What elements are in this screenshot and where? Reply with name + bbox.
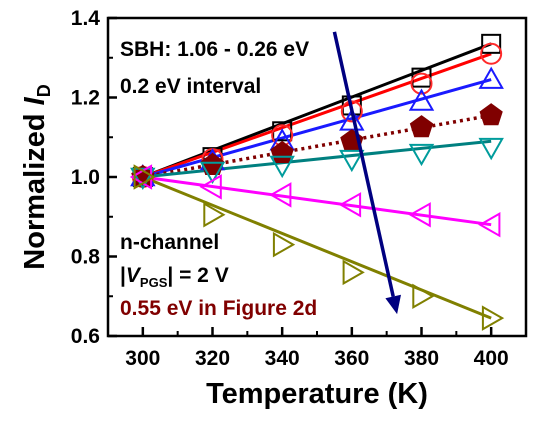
point-circle [410,72,433,95]
point-triangle-left [478,211,501,238]
vpgs-close: | = 2 V [167,264,228,287]
y-axis-prefix: Normalized [19,105,51,269]
point-triangle-down [408,143,435,167]
x-tick-label: 380 [404,347,439,370]
fit-line-triangle-left [142,175,492,227]
point-triangle-right [481,305,505,331]
point-triangle-down [199,161,226,185]
channel-annotation: n-channel [120,231,219,254]
point-triangle-right [342,259,365,286]
ref-annotation: 0.55 eV in Figure 2d [120,297,317,320]
point-triangle-up [408,88,435,111]
y-tick-label: 1.2 [71,87,100,110]
axis-ticks: 300 320 340 360 380 400 0.6 0.8 1.0 1.2 1.4 [71,7,509,370]
vpgs-var: V [126,264,142,287]
x-tick-label: 320 [195,347,230,370]
x-axis-title: Temperature (K) [206,378,428,410]
point-triangle-right [412,283,435,310]
point-circle [340,100,363,123]
point-triangle-down [339,149,365,173]
y-tick-label: 0.6 [71,325,100,348]
y-tick-label: 1.4 [71,7,101,30]
trend-arrow [332,31,401,315]
point-triangle-right [133,164,156,190]
sbh-annotation: SBH: 1.06 - 0.26 eV [120,38,309,61]
x-tick-label: 340 [265,347,300,370]
fit-line-triangle-right [142,175,492,320]
point-triangle-left [338,192,362,218]
fit-line-triangle-up [142,78,492,179]
vpgs-annotation: |VPGS| = 2 V [120,264,229,290]
interval-annotation: 0.2 eV interval [120,75,261,98]
x-tick-label: 360 [334,347,369,370]
plot-frame [106,16,528,338]
y-axis-sub: D [34,84,54,97]
point-triangle-down [478,137,504,161]
fit-line-triangle-down [142,139,492,179]
point-pentagon [409,115,434,138]
fit-line-pentagon [142,113,492,179]
fit-lines [142,42,492,320]
point-pentagon [200,152,225,175]
vpgs-sub: PGS [140,275,168,290]
point-pentagon [479,103,503,126]
point-triangle-down [130,167,156,191]
fit-line-square [142,42,492,179]
point-triangle-up [478,66,504,89]
point-triangle-down [269,155,295,179]
fit-line-circle [142,52,492,179]
x-tick-label: 300 [125,347,160,370]
arrow-shaft [332,31,395,297]
point-triangle-right [272,231,296,258]
y-tick-label: 1.0 [71,166,100,189]
point-circle [480,42,503,65]
y-axis-title: Normalized ID [19,84,54,269]
y-axis-var: I [19,96,51,105]
point-triangle-left [199,174,222,200]
vpgs-open: | [120,264,126,287]
point-triangle-left [129,164,153,190]
x-tick-label: 400 [474,347,509,370]
y-tick-label: 0.8 [71,246,101,269]
point-triangle-right [203,202,226,228]
point-square [481,33,502,54]
arrow-head [385,294,401,315]
point-triangle-left [408,202,431,228]
point-triangle-left [269,182,292,208]
